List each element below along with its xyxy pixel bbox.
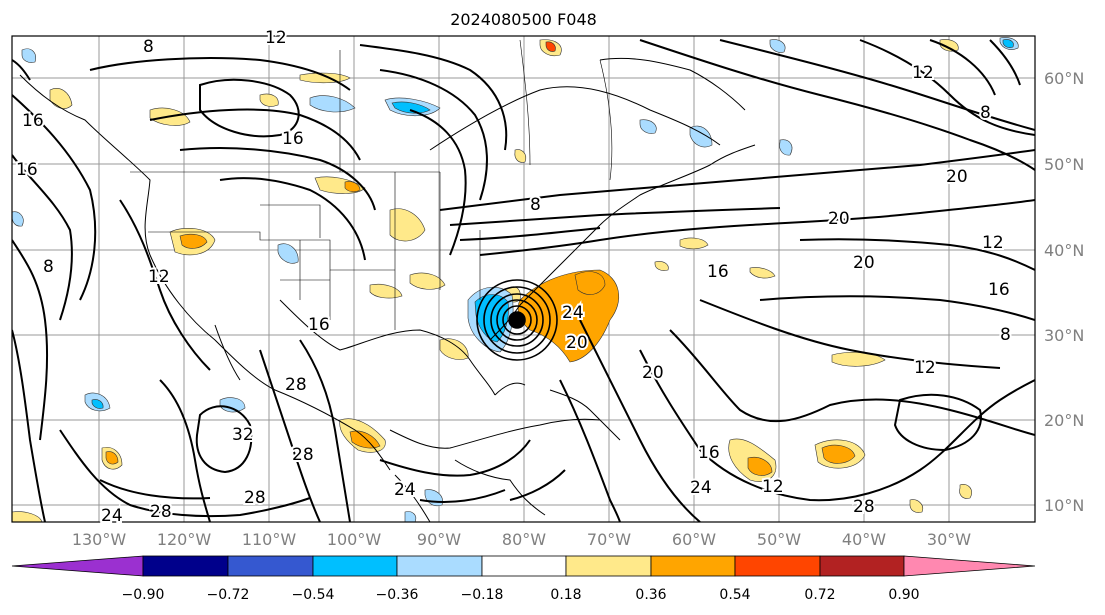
- colorbar-tick-label: −0.36: [376, 587, 419, 603]
- colorbar-tick-label: 0.18: [550, 587, 581, 603]
- lon-label: 100°W: [327, 530, 382, 549]
- lon-label: 60°W: [672, 530, 716, 549]
- colorbar-tick-label: −0.18: [461, 587, 504, 603]
- contour-label: 8: [43, 257, 54, 277]
- contour-label: 24: [394, 480, 416, 500]
- contour-label: 28: [285, 375, 307, 395]
- colorbar-segment: [650, 555, 736, 577]
- contour-label: 20: [946, 167, 968, 187]
- lat-label: 50°N: [1044, 155, 1084, 174]
- colorbar-tick-label: 0.90: [888, 587, 919, 603]
- lon-label: 130°W: [72, 530, 127, 549]
- contour-label: 28: [853, 497, 875, 517]
- lon-label: 40°W: [842, 530, 886, 549]
- contour-label: 16: [282, 129, 304, 149]
- coastlines: [19, 57, 756, 522]
- state-borders: [130, 39, 613, 330]
- longitude-axis: 130°W 120°W 110°W 100°W 90°W 80°W 70°W 6…: [72, 530, 971, 549]
- graticule: [12, 36, 1035, 522]
- lon-label: 80°W: [502, 530, 546, 549]
- lon-label: 120°W: [157, 530, 212, 549]
- contour-label: 8: [530, 195, 541, 215]
- contour-label-layer: 16 16 16 8 12 12 8 20 20 20 12 16 16 8 1…: [14, 26, 1013, 528]
- contour-label: 16: [698, 443, 720, 463]
- lat-label: 30°N: [1044, 326, 1084, 345]
- colorbar-segment: [481, 555, 567, 577]
- lat-label: 40°N: [1044, 241, 1084, 260]
- contour-label: 8: [143, 37, 154, 57]
- colorbar-high-extension: [903, 555, 1036, 577]
- colorbar-tick-label: 0.54: [719, 587, 750, 603]
- contour-label: 28: [292, 445, 314, 465]
- contour-label: 20: [853, 253, 875, 273]
- colorbar-ticks: −0.90 −0.72 −0.54 −0.36 −0.18 0.18 0.36 …: [122, 587, 920, 603]
- lat-label: 10°N: [1044, 496, 1084, 515]
- contour-label: 20: [642, 363, 664, 383]
- contour-label: 24: [690, 478, 712, 498]
- colorbar-segment: [227, 555, 314, 577]
- colorbar-tick-label: −0.54: [292, 587, 335, 603]
- contour-label: 16: [707, 262, 729, 282]
- contour-label: 16: [988, 280, 1010, 300]
- contour-label: 12: [914, 358, 936, 378]
- lat-label: 20°N: [1044, 411, 1084, 430]
- contour-label: 12: [912, 63, 934, 83]
- map-title: 2024080500 F048: [450, 10, 597, 29]
- lon-label: 90°W: [417, 530, 461, 549]
- colorbar-segment: [396, 555, 483, 577]
- contour-label: 16: [16, 160, 38, 180]
- cyclone-contours: [476, 279, 558, 361]
- colorbar-segment: [565, 555, 652, 577]
- colorbar-segment: [734, 555, 821, 577]
- contour-label: 16: [22, 111, 44, 131]
- colorbar-tick-label: −0.72: [207, 587, 250, 603]
- colorbar-segment: [142, 555, 229, 577]
- latitude-axis: 60°N 50°N 40°N 30°N 20°N 10°N: [1044, 69, 1084, 515]
- contour-label: 28: [244, 488, 266, 508]
- colorbar-segment: [819, 555, 905, 577]
- contour-label: 12: [265, 28, 287, 48]
- positive-anomaly-shading: [12, 39, 972, 522]
- contour-label: 16: [308, 315, 330, 335]
- colorbar-tick-label: 0.72: [804, 587, 835, 603]
- lat-label: 60°N: [1044, 69, 1084, 88]
- contour-lines: [12, 39, 1035, 522]
- contour-label: 24: [562, 303, 584, 323]
- colorbar-low-extension: [11, 555, 144, 577]
- contour-label: 28: [150, 502, 172, 522]
- map-frame: [11, 35, 1036, 523]
- contour-label: 12: [982, 233, 1004, 253]
- colorbar-segment: [312, 555, 398, 577]
- colorbar-tick-label: 0.36: [635, 587, 666, 603]
- contour-label: 8: [1000, 325, 1011, 345]
- lon-label: 30°W: [927, 530, 971, 549]
- contour-label: 32: [232, 425, 254, 445]
- colorbar-tick-label: −0.90: [122, 587, 165, 603]
- colorbar: [11, 555, 1036, 577]
- contour-label: 12: [762, 477, 784, 497]
- contour-label: 20: [566, 333, 588, 353]
- lon-label: 70°W: [587, 530, 631, 549]
- contour-label: 20: [828, 209, 850, 229]
- contour-label: 8: [980, 103, 991, 123]
- contour-label: 12: [148, 267, 170, 287]
- contour-label: 24: [101, 506, 123, 526]
- lon-label: 110°W: [242, 530, 297, 549]
- lon-label: 50°W: [757, 530, 801, 549]
